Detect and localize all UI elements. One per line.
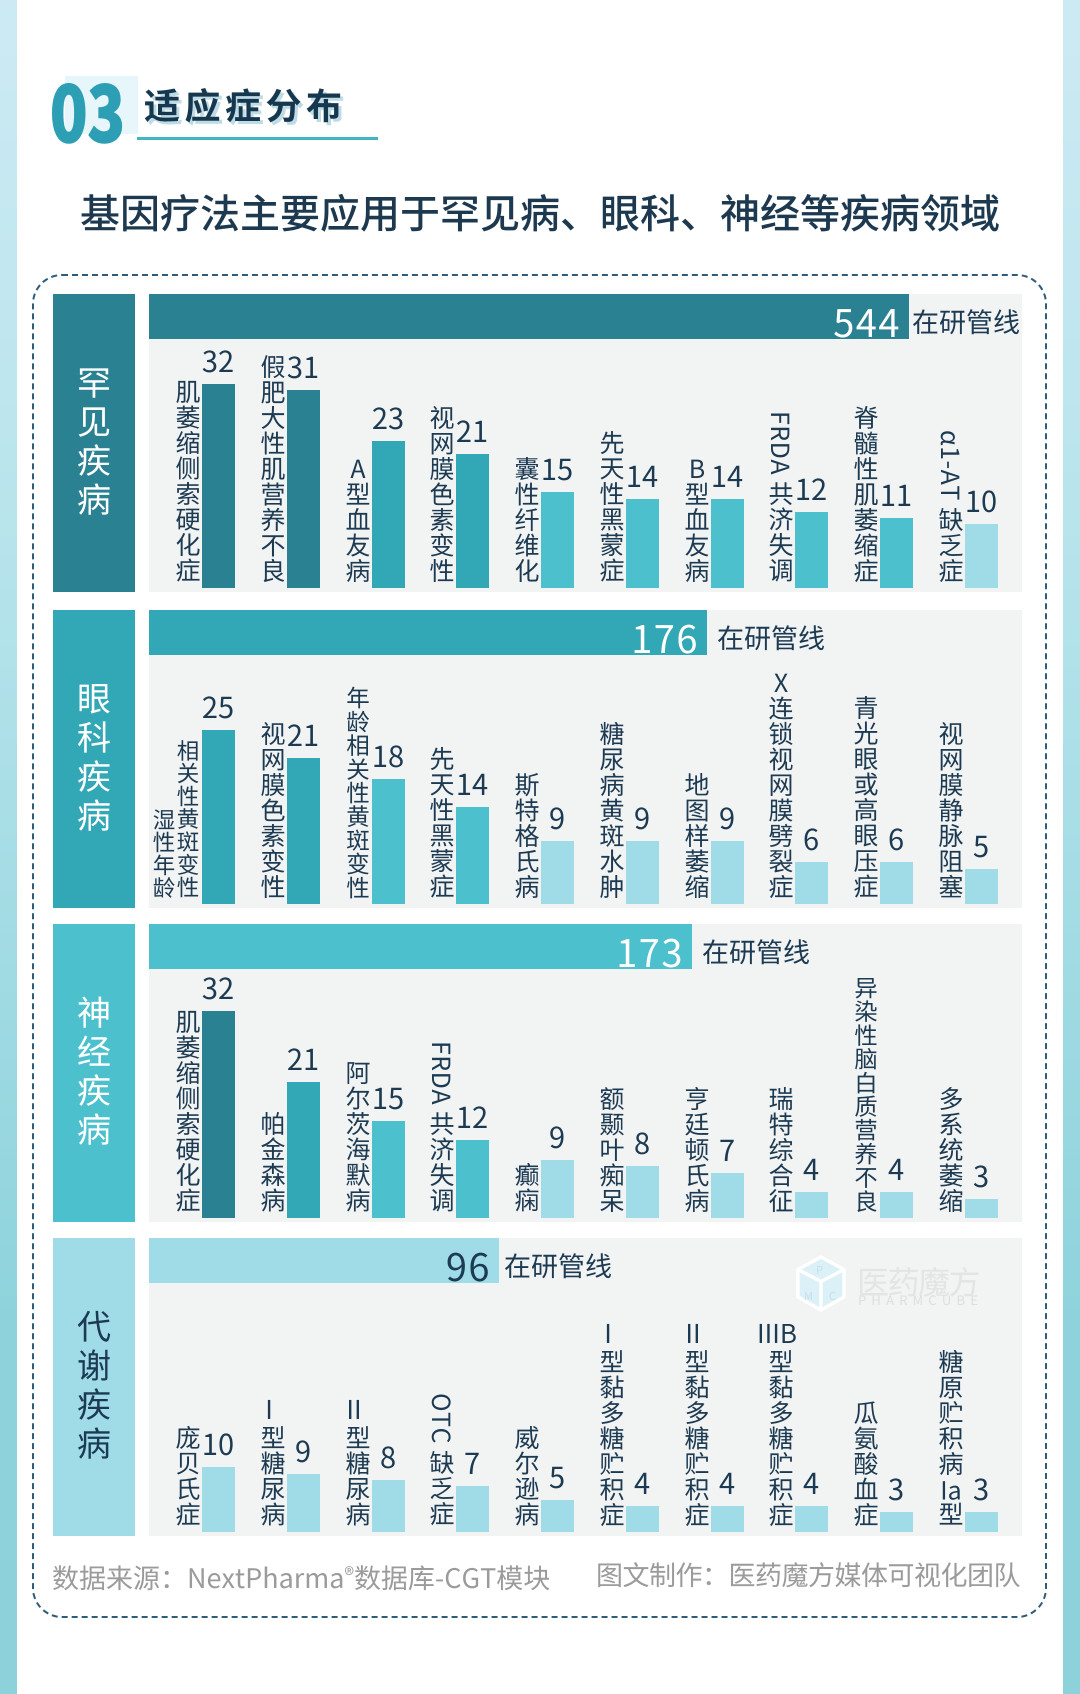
svg-text:M: M [804,1288,813,1304]
svg-text:P: P [816,1262,823,1278]
svg-text:PHARMCUBE: PHARMCUBE [858,1290,983,1309]
svg-text:C: C [829,1288,836,1304]
svg-text:医药魔方: 医药魔方 [857,1258,979,1304]
